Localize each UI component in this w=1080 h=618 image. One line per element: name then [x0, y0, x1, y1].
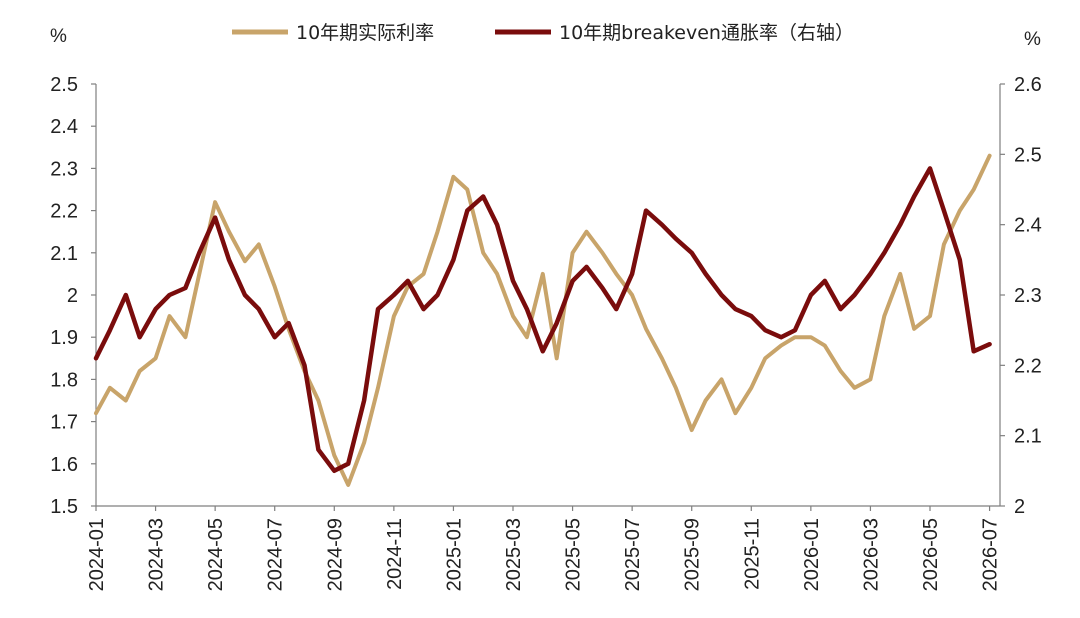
- legend-label-1: 10年期实际利率: [296, 22, 434, 44]
- x-tick-label: 2026-03: [860, 518, 882, 591]
- x-tick-label: 2025-03: [503, 518, 525, 591]
- x-tick-label: 2026-07: [980, 518, 1002, 591]
- left-unit-label: %: [50, 26, 67, 47]
- left-tick-label: 2.1: [50, 243, 78, 265]
- left-tick-label: 2.4: [50, 116, 78, 138]
- right-y-axis: 2 2.1 2.2 2.3 2.4 2.5 2.6: [999, 74, 1042, 518]
- series-line-2: [93, 166, 992, 474]
- series-line-1: [94, 153, 992, 487]
- left-y-axis: 1.5 1.6 1.7 1.8 1.9 2 2.1 2.2 2.3 2.4 2.5: [50, 74, 97, 518]
- legend: 10年期实际利率 10年期breakeven通胀率（右轴）: [232, 22, 854, 44]
- left-tick-label: 1.5: [50, 496, 78, 518]
- x-tick-label: 2025-11: [741, 518, 763, 590]
- x-tick-label: 2024-09: [324, 518, 346, 591]
- left-tick-label: 2.2: [50, 201, 78, 223]
- right-tick-label: 2.3: [1014, 285, 1042, 307]
- x-tick-label: 2025-05: [563, 518, 585, 591]
- right-tick-label: 2.5: [1014, 144, 1042, 166]
- left-tick-label: 2.5: [50, 74, 78, 96]
- x-tick-label: 2024-03: [146, 518, 168, 591]
- right-tick-label: 2.6: [1014, 74, 1042, 96]
- right-tick-label: 2.2: [1014, 355, 1042, 377]
- x-tick-label: 2024-07: [265, 518, 287, 591]
- right-tick-label: 2.1: [1014, 426, 1042, 448]
- right-unit-label: %: [1024, 29, 1041, 50]
- left-tick-label: 1.9: [50, 327, 78, 349]
- legend-label-2: 10年期breakeven通胀率（右轴）: [559, 22, 854, 44]
- x-tick-label: 2024-05: [205, 518, 227, 591]
- x-tick-label: 2025-01: [443, 518, 465, 591]
- x-tick-label: 2026-05: [920, 518, 942, 591]
- x-tick-label: 2025-09: [682, 518, 704, 591]
- right-tick-label: 2: [1014, 496, 1025, 518]
- x-tick-label: 2026-01: [801, 518, 823, 591]
- left-tick-label: 1.7: [50, 412, 78, 434]
- x-tick-label: 2024-01: [86, 518, 108, 591]
- right-tick-label: 2.4: [1014, 215, 1042, 237]
- series-layer: [93, 153, 992, 487]
- x-axis: 2024-01 2024-03 2024-05 2024-07 2024-09 2024-…: [86, 505, 1002, 591]
- left-tick-label: 1.6: [50, 454, 78, 476]
- x-tick-label: 2024-11: [384, 518, 406, 590]
- x-tick-label: 2025-07: [622, 518, 644, 591]
- left-tick-label: 2.3: [50, 158, 78, 180]
- left-tick-label: 2: [67, 285, 78, 307]
- left-tick-label: 1.8: [50, 369, 78, 391]
